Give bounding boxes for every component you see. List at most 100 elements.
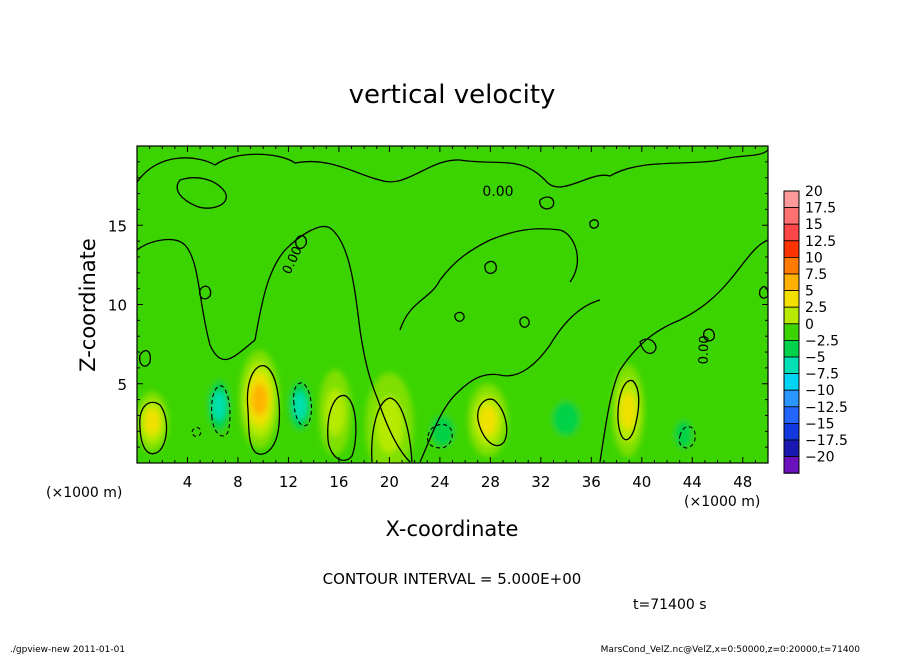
y-tick-label: 10	[108, 297, 127, 315]
x-tick-label: 24	[430, 473, 449, 491]
contour-line	[703, 328, 715, 342]
contour-line	[137, 149, 768, 188]
field-level	[375, 396, 404, 454]
field-level	[292, 391, 307, 421]
contour-line	[295, 235, 307, 249]
field-level	[251, 383, 268, 416]
x-tick-label: 32	[531, 473, 550, 491]
x-tick-label: 48	[733, 473, 752, 491]
colorbar-label: −7.5	[805, 367, 839, 383]
downdraft-core	[285, 372, 314, 440]
colorbar-label: −10	[805, 383, 835, 399]
colorbar-bin	[783, 190, 800, 209]
contour-interval: CONTOUR INTERVAL = 5.000E+00	[323, 570, 582, 588]
colorbar-label: −12.5	[805, 400, 848, 416]
colorbar-label: −2.5	[805, 333, 839, 349]
x-tick-label: 28	[481, 473, 500, 491]
colorbar-bin	[783, 456, 800, 474]
contour-line	[454, 311, 465, 322]
y-axis-label: Z-coordinate	[76, 238, 100, 372]
colorbar-label: 17.5	[805, 201, 836, 217]
negative-contours	[191, 382, 696, 449]
x-axis: 4 8 12 16 20 24 28 32 36 40 44 48	[149, 146, 756, 491]
colorbar-bin	[783, 406, 800, 424]
x-tick-label: 12	[279, 473, 298, 491]
time-label: t=71400 s	[633, 597, 707, 613]
velocity-field	[137, 350, 697, 463]
contour-line	[427, 423, 453, 449]
updraft-core	[318, 369, 352, 456]
contour-line	[211, 385, 231, 437]
contour-line	[137, 225, 411, 463]
colorbar-label: 2.5	[805, 300, 827, 316]
field-level	[675, 420, 692, 448]
contour-line	[539, 196, 555, 210]
downdraft-core	[543, 390, 589, 448]
contour-line	[419, 299, 601, 463]
colorbar-bin	[783, 273, 800, 292]
x-tick-label: 44	[683, 473, 702, 491]
contour-line	[639, 338, 657, 354]
colorbar-label: 12.5	[805, 234, 836, 250]
downdraft-core	[670, 412, 697, 457]
colorbar-bin	[783, 422, 800, 441]
contour-line	[176, 177, 227, 209]
colorbar-frame	[783, 190, 800, 474]
colorbar-label: −17.5	[805, 433, 848, 449]
colorbar-bin	[783, 240, 800, 258]
chart-title: vertical velocity	[349, 80, 556, 110]
contour-line	[617, 379, 640, 441]
plot-area: 0.00 0.00 0.00	[136, 145, 769, 464]
colorbar-label: −5	[805, 350, 826, 366]
y-axis: 5 10 15	[108, 161, 768, 448]
colorbar-bin	[783, 373, 800, 391]
updraft-core	[239, 350, 280, 449]
contour-line	[246, 365, 281, 455]
contour-line	[139, 401, 168, 455]
contour-label: 0.00	[697, 335, 713, 364]
colorbar-bin	[783, 207, 800, 225]
x-unit-label: (×1000 m)	[684, 494, 760, 510]
colorbar-label: 0	[805, 317, 814, 333]
colorbar-label: 5	[805, 284, 814, 300]
contour-line	[191, 426, 202, 438]
contour-line	[519, 316, 530, 328]
field-level	[144, 408, 161, 435]
contour-line	[139, 349, 152, 367]
x-tick-label: 20	[380, 473, 399, 491]
colorbar-bin	[783, 223, 800, 242]
field-level	[619, 392, 636, 430]
contour-line	[599, 239, 768, 463]
colorbar-bin	[783, 290, 800, 308]
contour-line	[758, 285, 768, 299]
contour-line	[484, 260, 497, 275]
y-tick-label: 5	[117, 376, 127, 394]
contour-line	[293, 382, 313, 427]
contour-label: 0.00	[482, 184, 513, 200]
contour-line	[477, 398, 508, 447]
field-level	[211, 391, 227, 421]
colorbar: 2017.51512.5107.552.50−2.5−5−7.5−10−12.5…	[783, 184, 848, 474]
colorbar-label: −20	[805, 450, 835, 466]
updraft-core	[365, 372, 414, 463]
x-tick-label: 16	[329, 473, 348, 491]
colorbar-label: 20	[805, 184, 823, 200]
x-tick-label: 40	[632, 473, 651, 491]
colorbar-label: 7.5	[805, 267, 827, 283]
contour-line	[327, 394, 357, 461]
contour-line	[399, 228, 579, 331]
colorbar-bin	[783, 389, 800, 408]
y-tick-label: 15	[108, 217, 127, 235]
y-unit-label: (×1000 m)	[46, 485, 122, 501]
field-level	[325, 388, 346, 437]
contour-line	[199, 285, 212, 300]
updraft-core	[137, 391, 169, 452]
footer-left: ./gpview-new 2011-01-01	[10, 645, 125, 654]
colorbar-bin	[783, 356, 800, 375]
field-level	[552, 401, 580, 436]
colorbar-bin	[783, 339, 800, 358]
downdraft-core	[205, 371, 233, 441]
field-level	[478, 404, 498, 436]
footer-right: MarsCond_VelZ.nc@VelZ,x=0:50000,z=0:2000…	[601, 645, 861, 654]
